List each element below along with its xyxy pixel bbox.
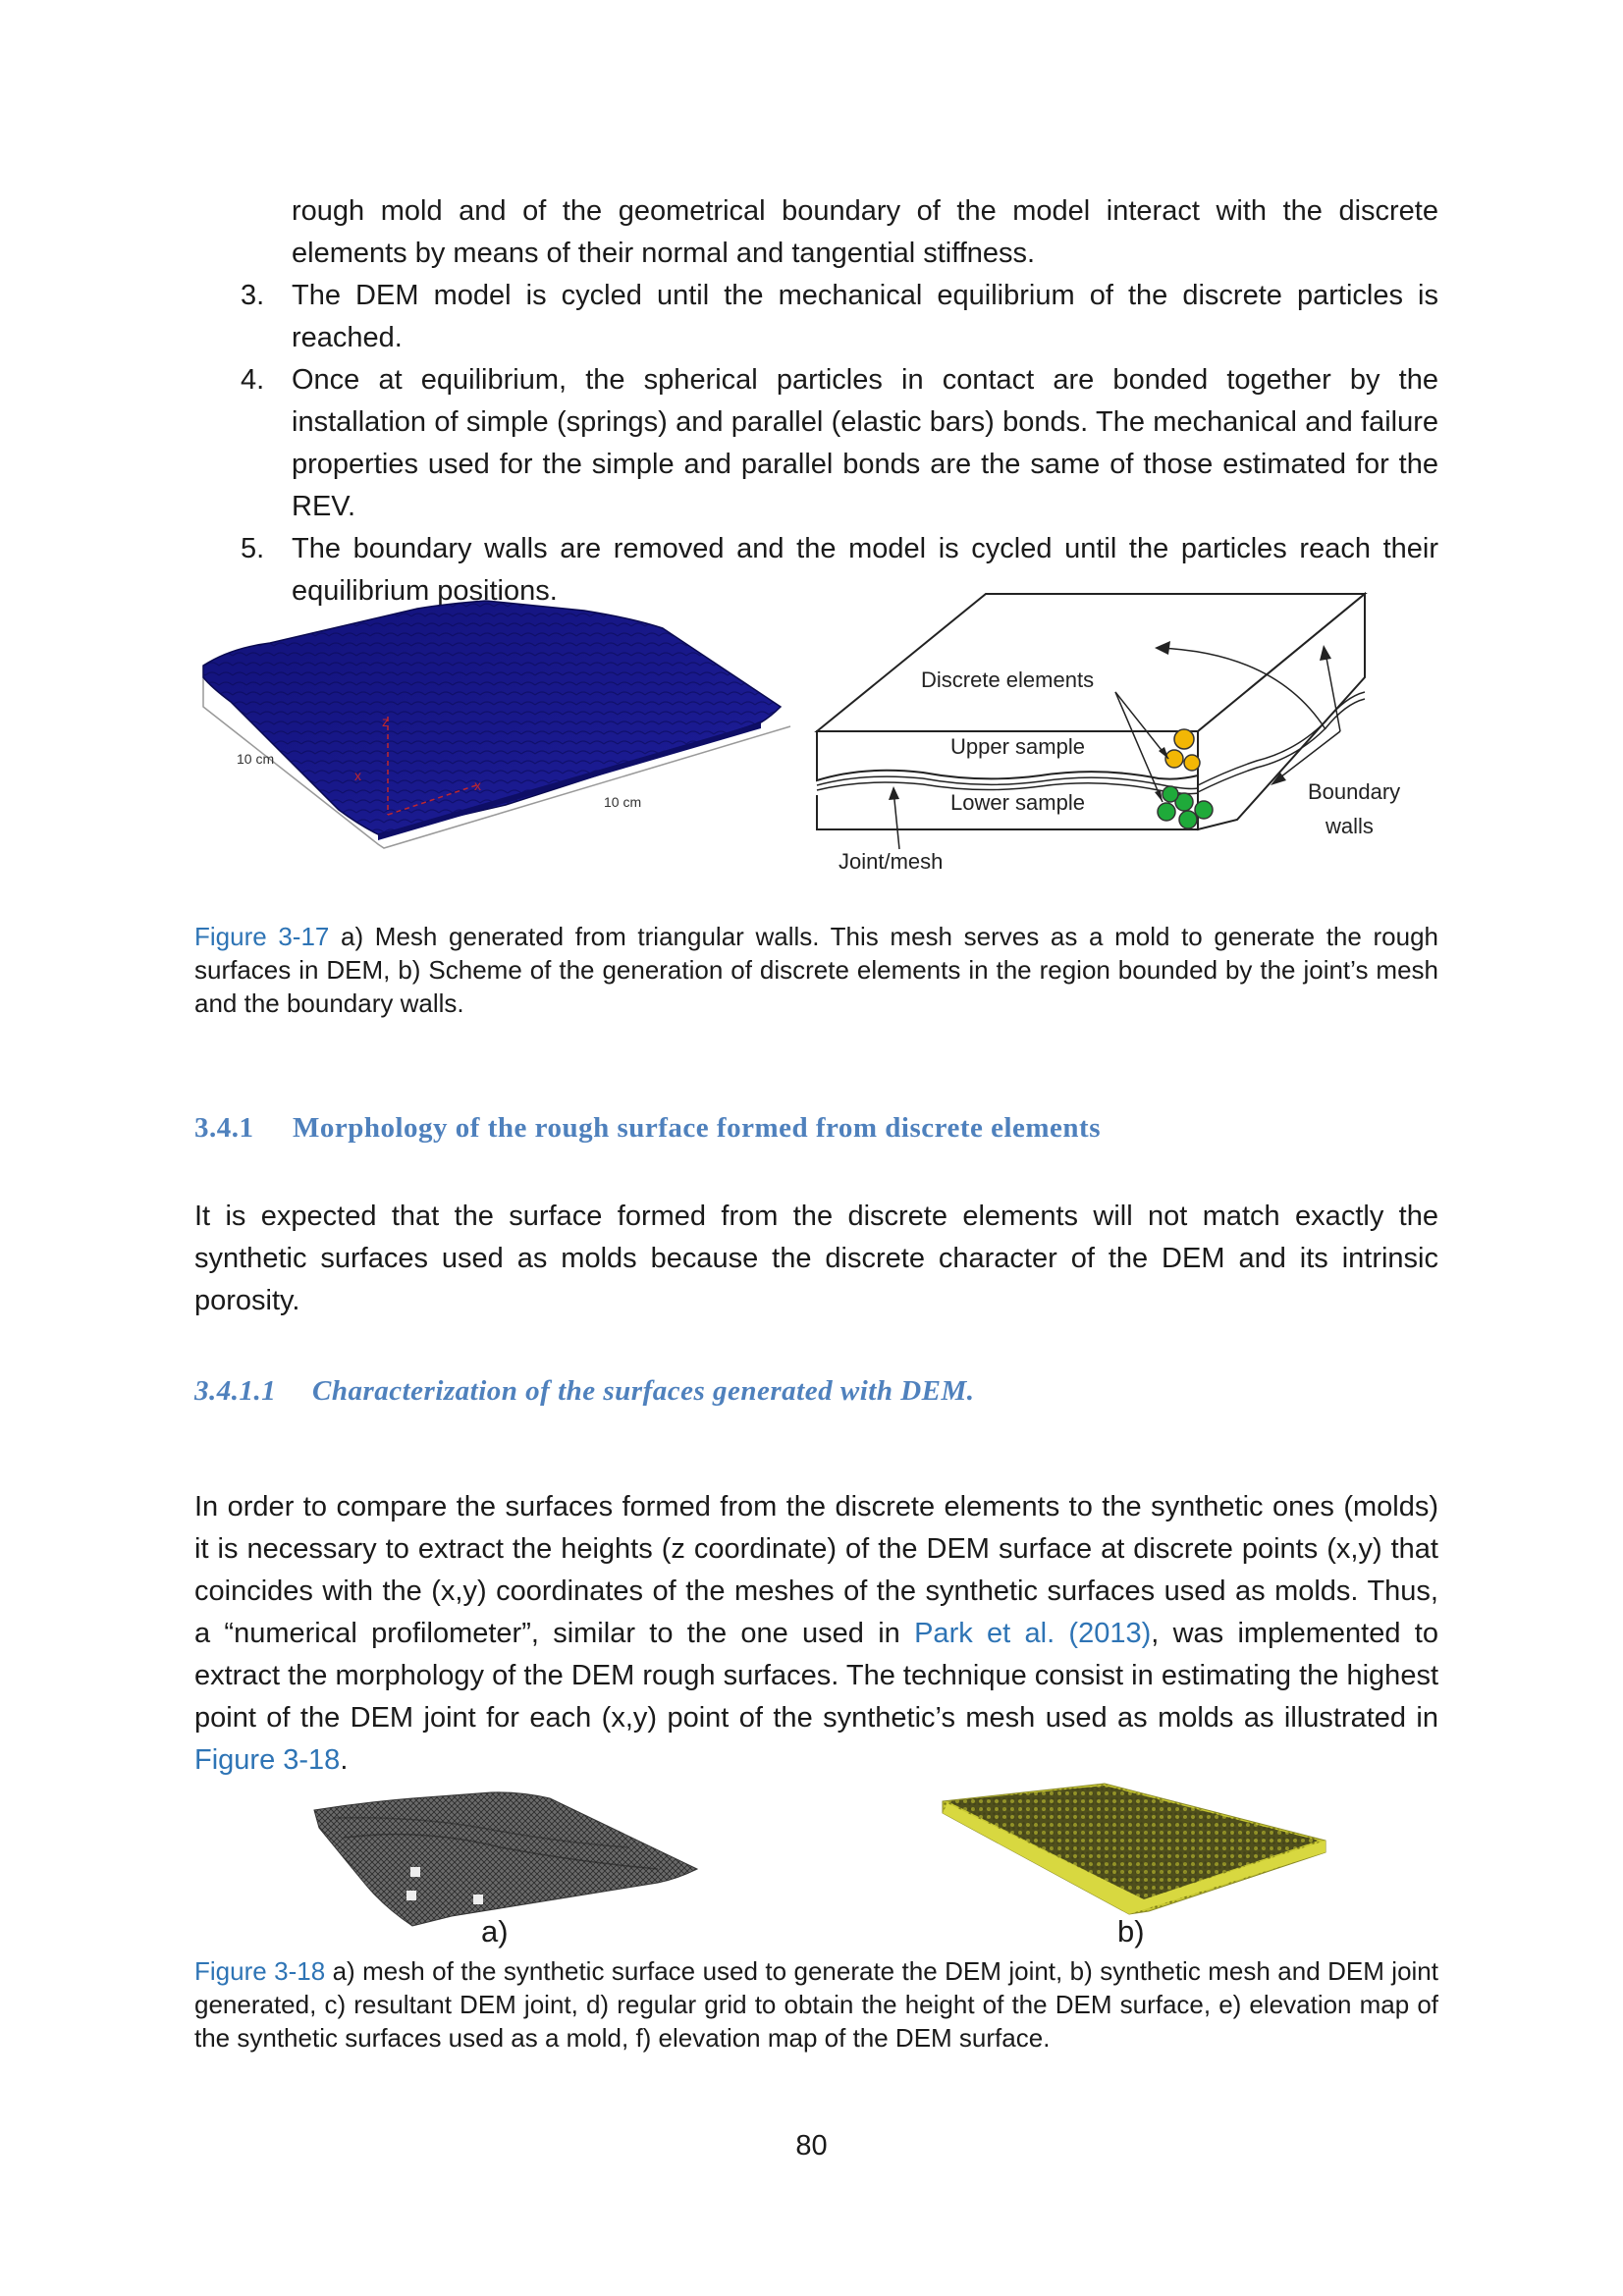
figure-3-18b-dem [942, 1783, 1326, 1915]
paragraph: It is expected that the surface formed f… [194, 1201, 1438, 1316]
list-item: 5. The boundary walls are removed and th… [241, 528, 1438, 613]
list-item-text: Once at equilibrium, the spherical parti… [292, 364, 1438, 522]
list-item-number: 3. [241, 280, 265, 311]
figure-ref[interactable]: Figure 3-17 [194, 922, 330, 951]
citation-link[interactable]: Park et al. (2013) [914, 1618, 1152, 1649]
label-walls: walls [1325, 814, 1374, 838]
figure-ref[interactable]: Figure 3-18 [194, 1956, 326, 1986]
procedure-list: rough mold and of the geometrical bounda… [241, 190, 1438, 613]
svg-text:z: z [382, 714, 389, 729]
label-boundary: Boundary [1308, 779, 1400, 804]
list-item-text: rough mold and of the geometrical bounda… [292, 195, 1438, 269]
caption-text: a) mesh of the synthetic surface used to… [194, 1956, 1438, 2053]
page-number: 80 [795, 2130, 828, 2162]
label-lower-sample: Lower sample [950, 790, 1085, 815]
dim-label-left: 10 cm [237, 751, 274, 767]
figure-3-17b-scheme: Discrete elements Upper sample Lower sam… [814, 591, 1400, 874]
figure-3-18-caption: Figure 3-18 a) mesh of the synthetic sur… [194, 1954, 1438, 2055]
figure-3-17-caption: Figure 3-17 a) Mesh generated from trian… [194, 920, 1438, 1020]
paragraph-text: . [340, 1744, 349, 1776]
svg-text:x: x [354, 768, 361, 783]
list-item: 4. Once at equilibrium, the spherical pa… [241, 359, 1438, 528]
subsection-heading: 3.4.1.1 Characterization of the surfaces … [194, 1375, 975, 1408]
list-item-number: 4. [241, 364, 265, 396]
paragraph-text: , was implemented to extract the morphol… [194, 1618, 1438, 1734]
caption-text: a) Mesh generated from triangular walls.… [194, 922, 1438, 1018]
figure-label-b: b) [1117, 1914, 1145, 1949]
subsection-number: 3.4.1.1 [194, 1375, 277, 1407]
section-title: Morphology of the rough surface formed f… [293, 1112, 1102, 1144]
section-number: 3.4.1 [194, 1112, 254, 1144]
list-item: rough mold and of the geometrical bounda… [241, 190, 1438, 275]
section-heading: 3.4.1 Morphology of the rough surface for… [194, 1112, 1101, 1145]
list-item-number: 5. [241, 533, 265, 564]
paragraph: In order to compare the surfaces formed … [194, 1486, 1438, 1782]
label-joint-mesh: Joint/mesh [839, 849, 943, 874]
label-upper-sample: Upper sample [950, 734, 1085, 759]
label-discrete-elements: Discrete elements [921, 667, 1094, 692]
figure-3-18a-mesh [313, 1791, 699, 1927]
svg-text:x: x [474, 777, 481, 793]
list-item-text: The boundary walls are removed and the m… [292, 533, 1438, 607]
list-item: 3. The DEM model is cycled until the mec… [241, 275, 1438, 359]
figure-link[interactable]: Figure 3-18 [194, 1744, 341, 1776]
paragraph-text: In order to compare the surfaces formed … [194, 1491, 1438, 1649]
dim-label-right: 10 cm [604, 794, 641, 810]
list-item-text: The DEM model is cycled until the mechan… [292, 280, 1438, 353]
figure-3-17a-mesh: z x x 10 cm 10 cm [202, 600, 791, 849]
subsection-title: Characterization of the surfaces generat… [312, 1375, 975, 1407]
figure-label-a: a) [481, 1914, 509, 1949]
